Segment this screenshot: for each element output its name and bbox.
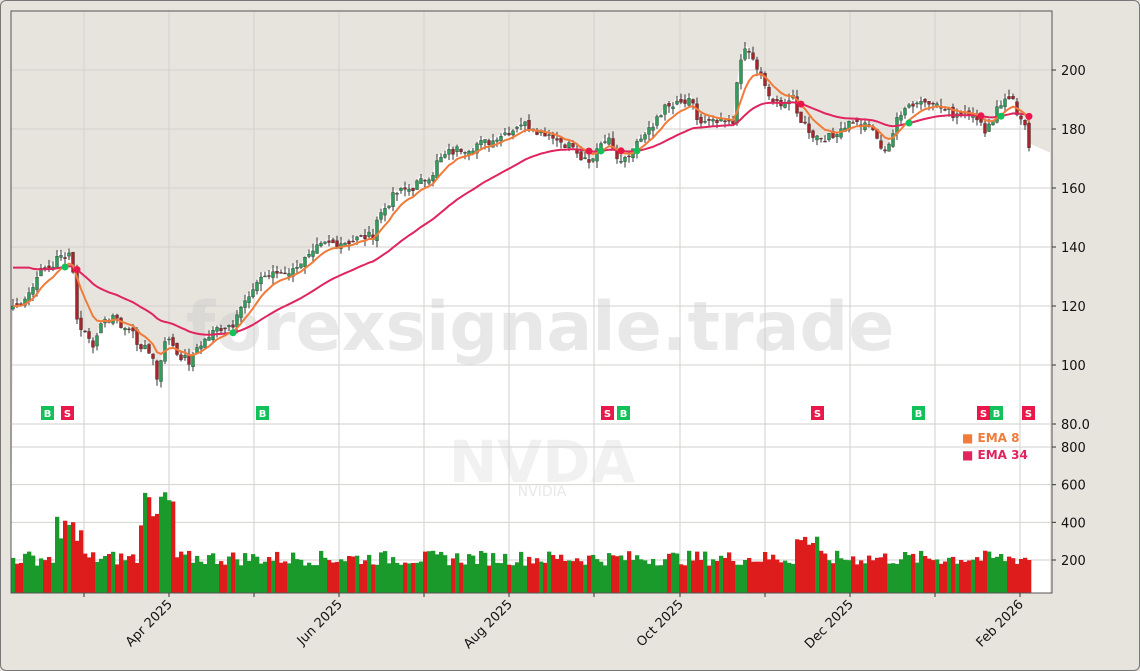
- svg-text:S: S: [64, 409, 71, 420]
- signal-sell: S: [601, 406, 614, 420]
- signal-sell: S: [811, 406, 824, 420]
- legend-ema8-label: EMA 8: [977, 431, 1020, 445]
- svg-text:400: 400: [1061, 516, 1086, 531]
- svg-text:600: 600: [1061, 479, 1086, 494]
- svg-text:S: S: [980, 409, 987, 420]
- legend-ema34-swatch: ■: [962, 448, 974, 462]
- legend: ■ EMA 8 ■ EMA 34: [962, 430, 1028, 464]
- svg-text:Dec 2025: Dec 2025: [802, 597, 857, 652]
- signal-buy: B: [990, 406, 1003, 420]
- svg-text:800: 800: [1061, 441, 1086, 456]
- svg-text:100: 100: [1061, 359, 1086, 374]
- svg-text:160: 160: [1061, 182, 1086, 197]
- svg-text:B: B: [620, 409, 628, 420]
- svg-text:140: 140: [1061, 241, 1086, 256]
- svg-text:Feb 2026: Feb 2026: [974, 597, 1027, 650]
- ema8-line: [12, 73, 1030, 357]
- ema34-line: [13, 101, 1030, 336]
- signal-sell: S: [977, 406, 990, 420]
- svg-text:Apr 2025: Apr 2025: [123, 597, 176, 650]
- svg-text:180: 180: [1061, 123, 1086, 138]
- svg-text:forexsignale.trade: forexsignale.trade: [186, 288, 895, 367]
- svg-text:B: B: [993, 409, 1001, 420]
- svg-text:120: 120: [1061, 300, 1086, 315]
- signal-buy: B: [912, 406, 925, 420]
- legend-ema8-swatch: ■: [962, 431, 974, 445]
- svg-text:S: S: [604, 409, 611, 420]
- svg-text:Oct 2025: Oct 2025: [634, 597, 687, 650]
- signal-sell: S: [61, 406, 74, 420]
- svg-text:200: 200: [1061, 64, 1086, 79]
- svg-text:S: S: [1025, 409, 1032, 420]
- svg-text:B: B: [259, 409, 267, 420]
- svg-text:Aug 2025: Aug 2025: [461, 597, 516, 652]
- svg-text:NVDA: NVDA: [449, 428, 636, 496]
- legend-ema8: ■ EMA 8: [962, 430, 1028, 447]
- signal-buy: B: [41, 406, 54, 420]
- legend-ema34: ■ EMA 34: [962, 447, 1028, 464]
- svg-text:S: S: [814, 409, 821, 420]
- svg-text:B: B: [44, 409, 52, 420]
- legend-ema34-label: EMA 34: [977, 448, 1028, 462]
- svg-text:Jun 2025: Jun 2025: [294, 597, 346, 649]
- signal-buy: B: [256, 406, 269, 420]
- signal-buy: B: [617, 406, 630, 420]
- svg-text:80.0: 80.0: [1061, 418, 1090, 433]
- svg-text:200: 200: [1061, 554, 1086, 569]
- svg-text:NVIDIA: NVIDIA: [518, 484, 567, 500]
- signal-sell: S: [1022, 406, 1035, 420]
- svg-text:B: B: [915, 409, 923, 420]
